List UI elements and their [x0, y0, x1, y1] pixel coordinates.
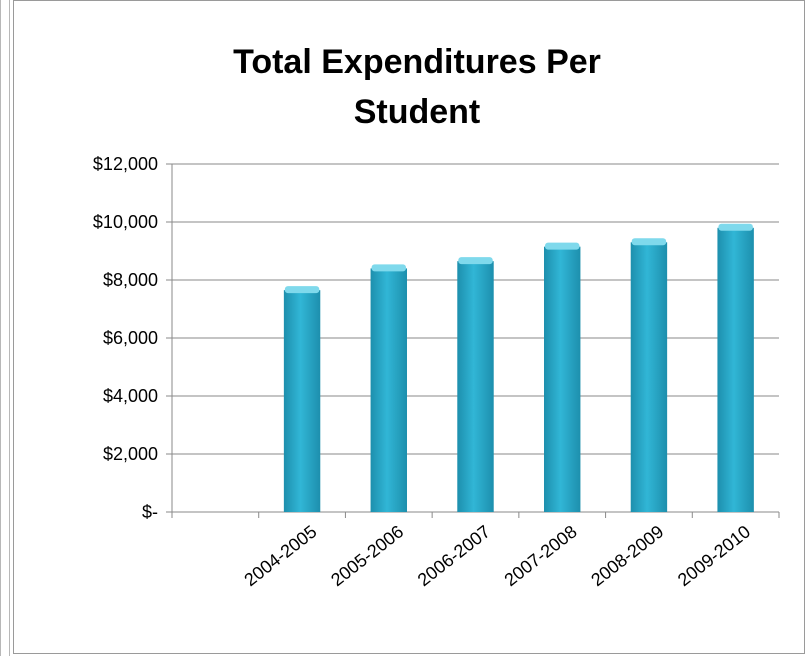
- x-tick-label: 2009-2010: [674, 521, 754, 590]
- bars: [283, 223, 754, 513]
- chart-title-line-1: Total Expenditures Per: [233, 43, 601, 81]
- bar-2007-2008: [544, 242, 581, 512]
- y-tick-label: $6,000: [103, 328, 158, 348]
- y-tick-label: $2,000: [103, 444, 158, 464]
- y-tick-label: $8,000: [103, 270, 158, 290]
- y-tick-label: $10,000: [93, 212, 158, 232]
- bar-chart: Total Expenditures Per Student $-$2,000$…: [93, 43, 780, 590]
- x-tick-labels: 2004-2005 2005-2006 2006-2007 2007-2008 2008…: [240, 521, 754, 590]
- bar-2009-2010: [717, 223, 754, 513]
- bar-2004-2005: [283, 286, 321, 512]
- x-tick-label: 2004-2005: [240, 521, 320, 590]
- x-tick-label: 2007-2008: [501, 521, 581, 590]
- chart-panel: Total Expenditures Per Student $- $2,000 $…: [13, 0, 805, 654]
- y-tick-label: $4,000: [103, 386, 158, 406]
- x-tick-label: 2008-2009: [587, 521, 667, 590]
- chart-title-line-2: Student: [354, 93, 481, 131]
- y-tick-label: $-: [142, 502, 158, 522]
- bar-2005-2006: [370, 264, 407, 512]
- bar-2006-2007: [457, 257, 494, 512]
- y-tick-labels: $- $2,000 $4,000 $6,000 $8,000 $10,000 $12,000: [93, 154, 158, 522]
- x-tick-label: 2005-2006: [327, 521, 407, 590]
- bar-2008-2009: [630, 238, 668, 513]
- x-tick-label: 2006-2007: [414, 521, 494, 590]
- left-frame-border: [0, 0, 10, 656]
- y-tick-label: $12,000: [93, 154, 158, 174]
